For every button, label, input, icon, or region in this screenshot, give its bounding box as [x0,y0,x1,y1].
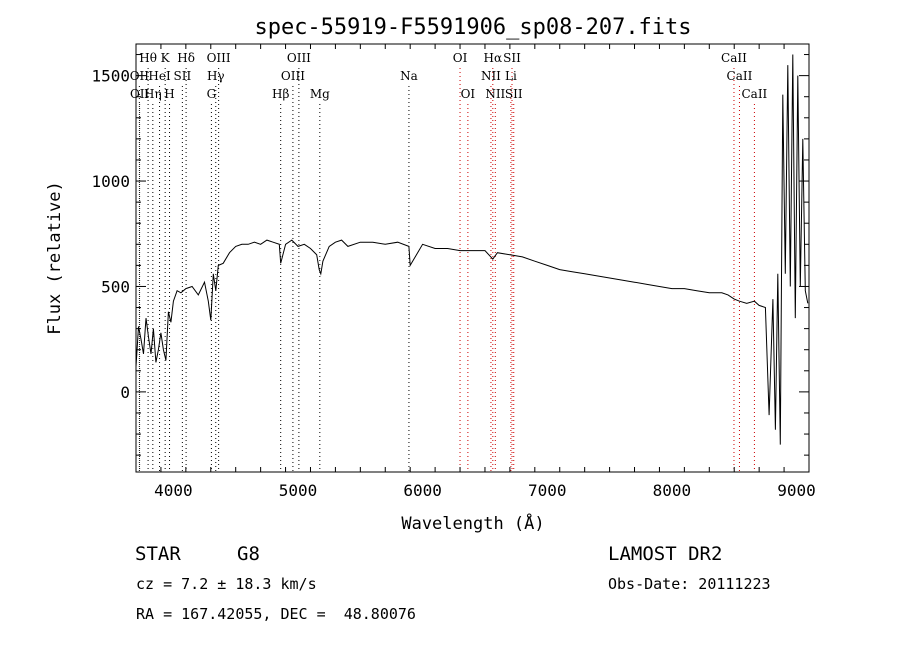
x-tick-label: 6000 [403,481,442,500]
x-axis: 4000 5000 6000 7000 8000 9000 [135,44,816,500]
line-marker-label: G [207,87,217,101]
line-marker-label: Hβ [272,87,289,101]
line-marker-label: OIII [281,69,305,83]
line-marker-label: SII [174,69,192,83]
line-marker-label: Hδ [177,51,195,65]
y-tick-label: 1000 [91,172,130,191]
spectral-subclass: G8 [237,543,260,565]
y-tick-label: 0 [120,383,130,402]
line-marker-label: OIII [287,51,311,65]
y-axis-label: Flux (relative) [45,181,65,335]
y-tick-label: 1500 [91,67,130,86]
object-class: STAR [135,543,181,565]
line-marker-label: K [161,51,171,65]
line-marker-label: Li [505,69,517,83]
line-marker-label: OI [453,51,468,65]
x-tick-label: 8000 [653,481,692,500]
survey-name: LAMOST DR2 [608,543,723,565]
coordinates: RA = 167.42055, DEC = 48.80076 [136,605,416,623]
x-tick-label: 9000 [777,481,816,500]
x-tick-label: 5000 [279,481,318,500]
line-marker-label: OI [461,87,476,101]
x-axis-label: Wavelength (Å) [401,512,544,534]
line-markers [138,68,755,472]
obs-date: Obs-Date: 20111223 [608,575,771,593]
x-tick-label: 4000 [154,481,193,500]
line-marker-label: NII [485,87,505,101]
line-marker-label: Hγ [207,69,225,83]
line-marker-label: H [164,87,174,101]
line-marker-label: CaII [727,69,753,83]
line-marker-label: HeI [148,69,171,83]
line-marker-label: CaII [741,87,767,101]
line-marker-label: NII [481,69,501,83]
x-tick-label: 7000 [528,481,567,500]
line-marker-label: CaII [721,51,747,65]
redshift-value: cz = 7.2 ± 18.3 km/s [136,575,317,593]
line-marker-label: Hα [484,51,503,65]
y-axis: 0 500 1000 1500 [91,54,809,456]
spectrum-line [135,54,809,445]
line-marker-label: Mg [310,87,330,101]
line-marker-label: SII [505,87,523,101]
y-tick-label: 500 [101,277,130,296]
line-marker-label: Hη [144,87,162,101]
chart-title: spec-55919-F5591906_sp08-207.fits [254,15,691,40]
plot-frame [135,43,810,473]
line-marker-label: Na [400,69,418,83]
line-marker-label: SII [503,51,521,65]
line-marker-label: OII [130,87,150,101]
line-marker-label: OIII [207,51,231,65]
line-marker-label: Hθ [139,51,157,65]
